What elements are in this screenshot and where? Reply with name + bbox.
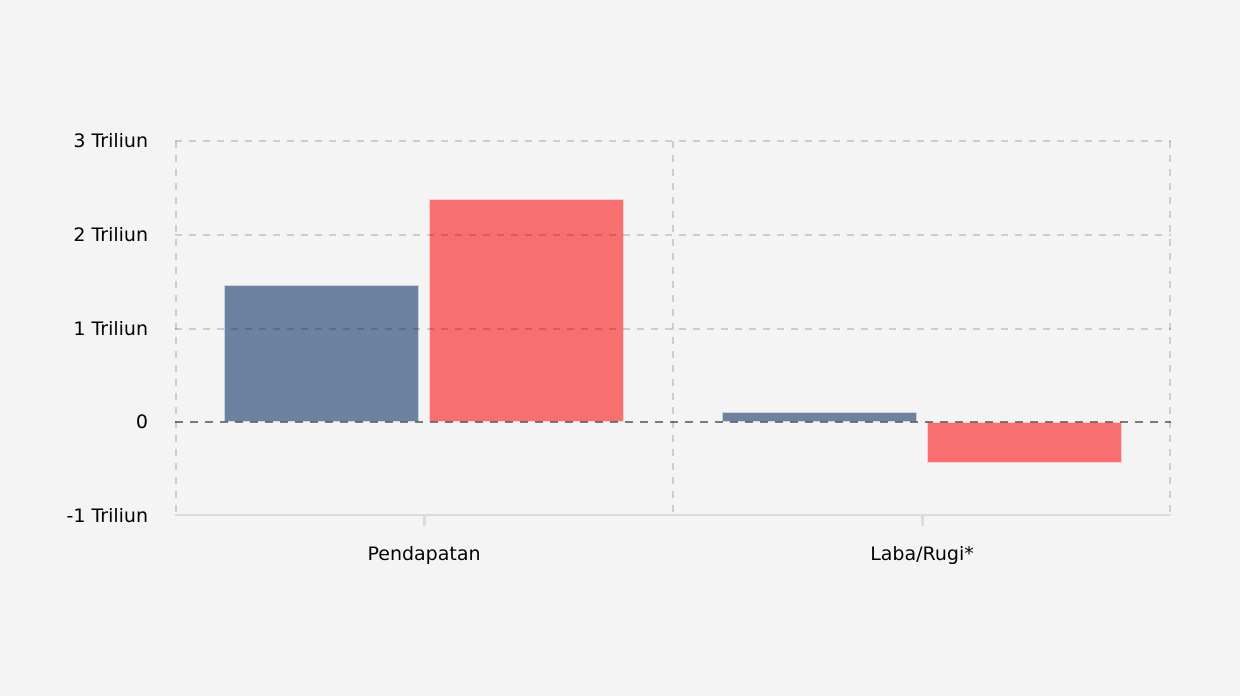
y-axis-label: 2 Triliun	[73, 223, 148, 246]
grid-line-vertical	[672, 141, 674, 516]
zero-line	[175, 421, 1171, 424]
y-axis-label: 3 Triliun	[73, 130, 148, 152]
y-axis-label: 1 Triliun	[73, 317, 148, 340]
bar-series-red-laba-rugi-[interactable]	[927, 422, 1122, 463]
grid-line-horizontal	[175, 327, 1171, 330]
grid-line-vertical	[1169, 141, 1171, 516]
axis-tick	[920, 516, 924, 526]
y-axis-label: 0	[135, 411, 148, 434]
x-axis-label: Pendapatan	[367, 543, 481, 565]
y-axis-label: -1 Triliun	[66, 505, 148, 527]
grid-line-horizontal	[175, 233, 1171, 236]
grid-line-vertical	[175, 141, 177, 516]
x-axis-line	[175, 514, 1171, 516]
plot-area	[175, 140, 1171, 516]
axis-tick	[422, 516, 426, 526]
bar-series-blue-pendapatan[interactable]	[224, 285, 419, 423]
bar-series-red-pendapatan[interactable]	[429, 199, 624, 423]
grid-line-horizontal	[175, 140, 1171, 142]
x-axis-label: Laba/Rugi*	[870, 543, 974, 565]
